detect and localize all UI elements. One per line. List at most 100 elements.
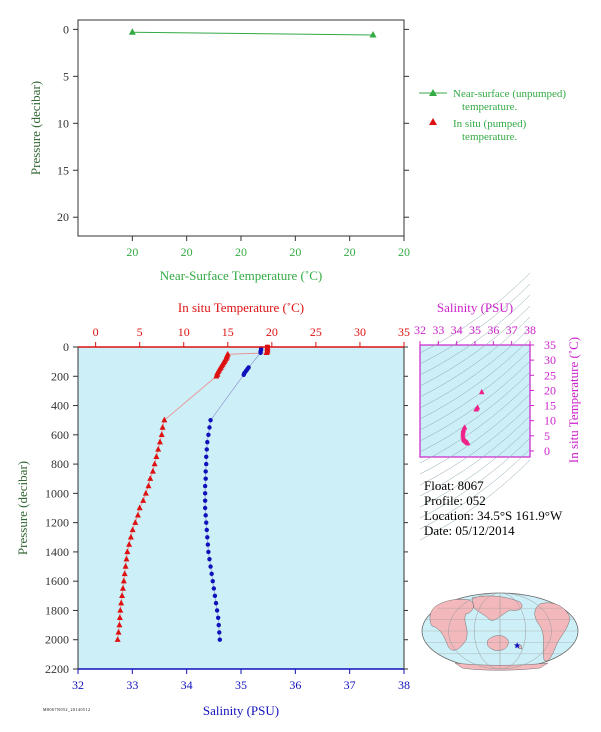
ts-point [465,440,471,446]
temperature-point [156,438,163,445]
salinity-point [217,630,222,635]
temperature-point [151,460,158,467]
salinity-tick-label: 32 [72,678,84,692]
salinity-point [211,586,217,591]
pressure-tick-label: 1600 [45,574,69,588]
salinity-point [202,498,208,503]
temperature-point [119,592,126,599]
pressure-tick-label: 800 [51,457,69,471]
profile-number-text: Profile: 052 [424,493,486,508]
salinity-point [203,476,208,481]
pressure-tick-label: 2200 [45,662,69,676]
date-text: Date: 05/12/2014 [424,523,515,538]
salinity-point [215,615,221,620]
ts-isopycnal-line [419,283,531,365]
ts-isopycnal-line [419,415,531,497]
temperature-point [117,606,124,613]
ts-isopycnal-line [419,404,531,486]
near-surface-chart: 20 20 20 20 20 20 0 5 10 15 20 Near-Surface Temper… [28,19,566,283]
salinity-point [205,535,210,540]
salinity-tick-label: 37 [344,678,356,692]
ts-isopycnal-line [419,382,531,464]
ts-isopycnal-line [419,316,531,398]
salinity-axis-title: Salinity (PSU) [203,703,279,718]
float-id-text: Float: 8067 [424,478,484,493]
salinity-point [202,483,208,489]
ts-x-tick-label: 38 [524,323,536,337]
temperature-point [122,563,129,569]
ts-x-tick-label: 32 [414,323,426,337]
temperature-axis-title: In situ Temperature (˚C) [178,300,304,315]
temperature-point [123,555,130,562]
ts-x-tick-label: 33 [432,323,444,337]
temperature-point [142,489,149,496]
salinity-point [202,491,208,496]
ts-y-tick-label: 0 [544,444,550,458]
ts-x-tick-label: 34 [451,323,463,337]
temperature-point [136,504,143,511]
profile-y-axis-label: Pressure (decibar) [15,461,30,555]
temperature-point [155,445,162,452]
temperature-point [263,349,270,356]
profile-ticks: 0 5 10 15 20 25 30 35 32 33 34 35 36 37 38 0 200 400 600 80… [45,325,410,692]
near-surface-y-axis-label: Pressure (decibar) [28,81,43,175]
pressure-tick-label: 1800 [45,603,69,617]
temperature-point [158,431,165,438]
salinity-point [204,447,209,452]
ts-x-tick-label: 37 [506,323,518,337]
ns-x-tick-label: 20 [126,245,138,259]
map-float-star [513,642,521,649]
legend-in-situ-line2: temperature. [462,131,518,143]
near-surface-series [128,28,377,38]
pressure-tick-label: 400 [51,399,69,413]
ns-y-tick-label: 20 [57,210,69,224]
temperature-point [145,482,152,489]
pressure-tick-label: 600 [51,428,69,442]
near-surface-legend: Near-surface (unpumped) temperature. In … [419,88,566,143]
ns-y-tick-label: 0 [63,22,69,36]
ns-y-tick-label: 5 [63,69,69,83]
ns-series-point [369,31,377,38]
ts-y-tick-label: 35 [544,338,556,352]
map-longitude-line [448,592,552,670]
legend-near-surface-line1: Near-surface (unpumped) [453,88,566,100]
salinity-point [203,469,208,474]
salinity-tick-label: 34 [181,678,193,692]
legend-near-surface-line2: temperature. [462,101,518,113]
ts-y-tick-label: 30 [544,353,556,367]
temperature-point [115,628,122,635]
salinity-point [209,571,214,577]
ts-isopycnal-line [419,393,531,475]
temperature-point [147,475,154,481]
temperature-point [132,519,139,525]
ts-y-tick-label: 20 [544,383,556,397]
temperature-tick-label: 30 [354,325,366,339]
salinity-point [208,417,213,423]
salinity-point [204,527,209,533]
near-surface-plot-area [77,19,405,237]
ts-y-tick-label: 15 [544,399,556,413]
float-info-panel: Float: 8067 Profile: 052 Location: 34.5°… [424,478,562,538]
temperature-tick-label: 20 [266,325,278,339]
profile-plot-area [78,347,404,669]
ts-y-tick-label: 25 [544,368,556,382]
temperature-tick-label: 5 [137,325,143,339]
salinity-point [205,542,211,547]
ns-x-tick-label: 20 [344,245,356,259]
salinity-tick-label: 35 [235,678,247,692]
salinity-point [204,454,209,459]
salinity-point [258,350,263,356]
temperature-point [124,548,131,555]
salinity-point [214,608,220,613]
salinity-tick-label: 33 [126,678,138,692]
ts-point [473,406,479,412]
ts-isopycnal-line [419,371,531,453]
salinity-point [213,600,219,606]
temperature-point [129,526,136,533]
salinity-tick-label: 38 [398,678,410,692]
temperature-point [127,533,134,540]
temperature-point [120,577,127,584]
